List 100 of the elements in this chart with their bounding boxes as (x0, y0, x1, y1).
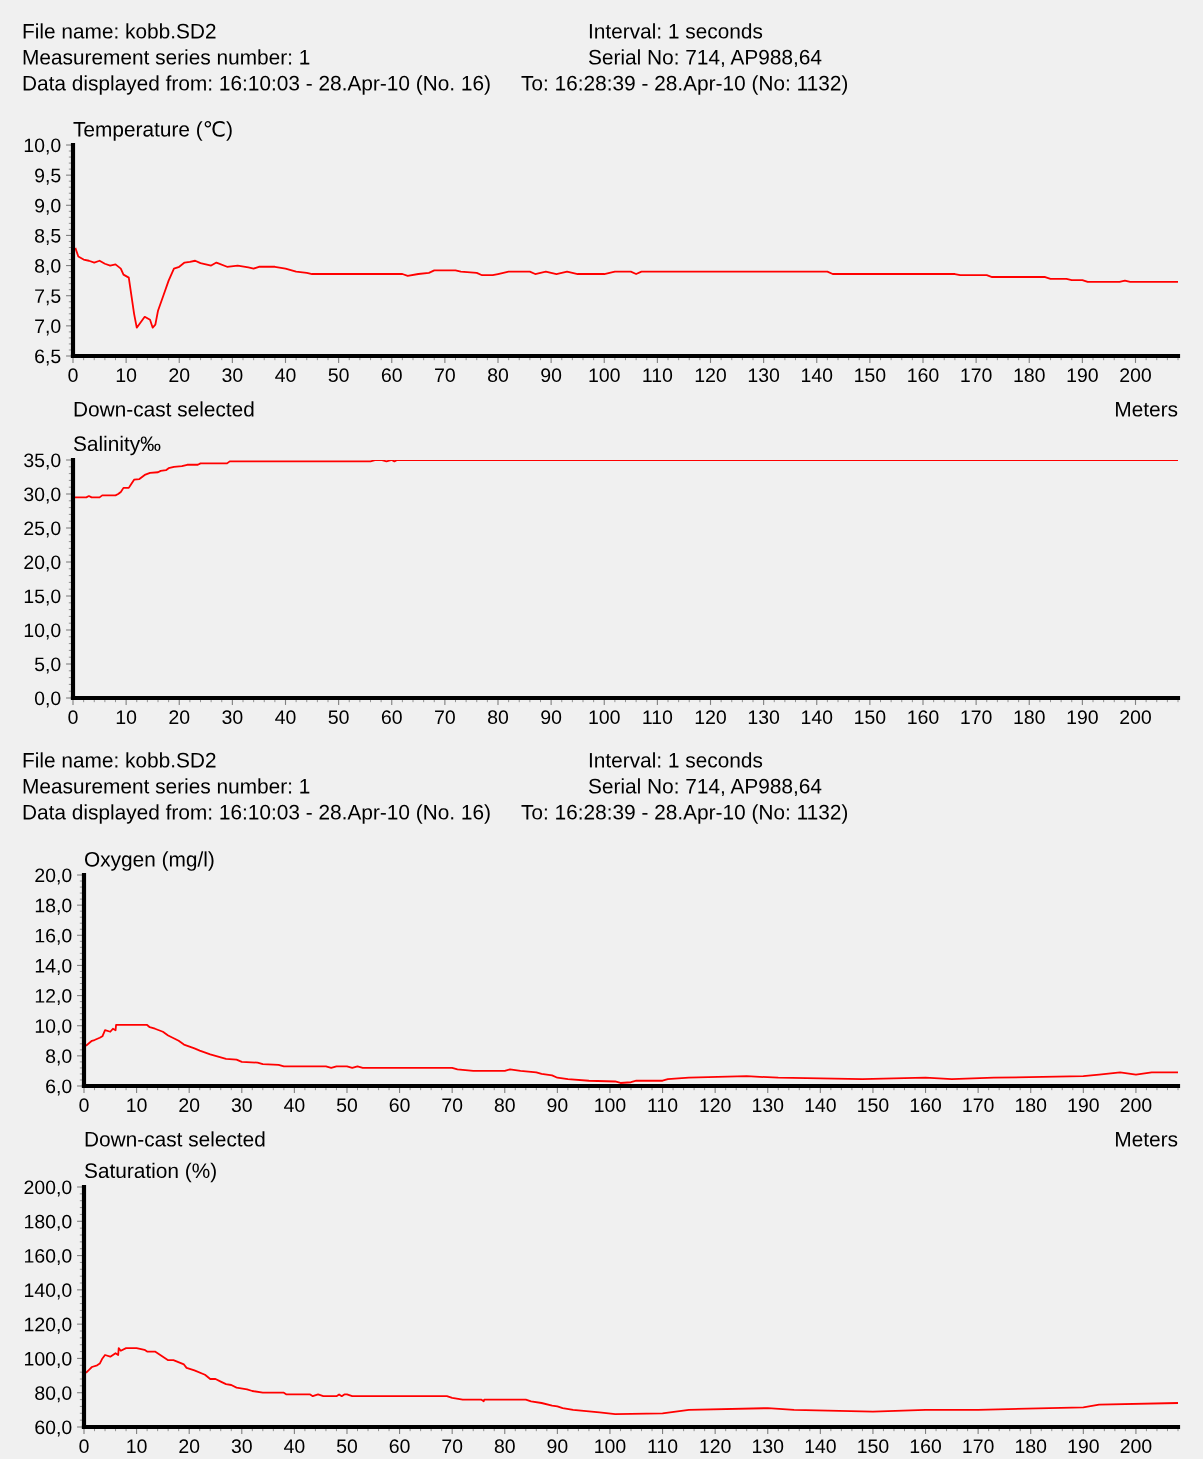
y-tick-label: 14,0 (35, 958, 72, 975)
x-tick-label: 110 (643, 710, 673, 725)
x-tick-label: 180 (1014, 710, 1045, 725)
x-tick-label: 170 (961, 368, 992, 383)
x-tick-label: 90 (547, 1439, 568, 1454)
x-tick-label: 120 (700, 1098, 731, 1113)
x-tick-label: 100 (595, 1098, 626, 1113)
y-tick-label: 8,5 (35, 228, 61, 245)
x-tick-label: 80 (488, 710, 509, 725)
x-tick-label: 50 (328, 368, 349, 383)
x-tick-label: 60 (381, 710, 402, 725)
x-tick-label: 110 (643, 368, 673, 383)
x-tick-label: 190 (1068, 1439, 1099, 1454)
y-tick-label: 9,0 (35, 198, 61, 215)
y-tick-label: 0,0 (34, 691, 61, 708)
x-tick-label: 110 (648, 1439, 678, 1454)
x-tick-label: 0 (68, 368, 78, 383)
y-tick-label: 10,0 (24, 623, 61, 640)
text: Serial No: 714, AP988,64 (588, 49, 822, 68)
y-tick-label: 5,0 (34, 657, 61, 674)
x-tick-label: 40 (275, 368, 296, 383)
y-tick-label: 200,0 (24, 1180, 72, 1197)
y-tick-label: 10,0 (24, 138, 61, 155)
x-tick-label: 170 (963, 1098, 994, 1113)
x-tick-label: 90 (541, 710, 562, 725)
x-tick-label: 160 (910, 1098, 941, 1113)
y-tick-label: 180,0 (25, 1214, 72, 1231)
y-tick-label: 10,0 (35, 1019, 72, 1036)
y-tick-label: 80,0 (35, 1386, 72, 1403)
y-tick-label: 160,0 (25, 1249, 72, 1266)
x-tick-label: 10 (127, 1098, 147, 1113)
x-tick-label: 160 (908, 710, 939, 725)
x-tick-label: 110 (648, 1098, 678, 1113)
x-tick-label: 200 (1120, 1439, 1152, 1454)
x-tick-label: 50 (336, 1098, 358, 1113)
x-tick-label: 150 (855, 710, 886, 725)
x-tick-label: 150 (858, 1098, 889, 1113)
x-tick-label: 100 (589, 368, 620, 383)
line-series (85, 1347, 1178, 1416)
y-tick-label: 8,0 (35, 259, 61, 276)
x-tick-label: 140 (805, 1098, 836, 1113)
x-tick-label: 30 (231, 1098, 252, 1113)
y-tick-label: 12,0 (35, 989, 72, 1006)
x-tick-label: 140 (805, 1439, 836, 1454)
x-tick-label: 70 (442, 1098, 463, 1113)
y-tick-label: 120,0 (25, 1317, 72, 1334)
text: File name: kobb.SD2 (23, 23, 216, 39)
x-tick-label: 70 (435, 368, 455, 383)
text: File name: kobb.SD2 (23, 752, 216, 768)
y-tick-label: 15,0 (24, 589, 61, 606)
x-tick-label: 60 (389, 1098, 410, 1113)
x-tick-label: 130 (753, 1439, 784, 1454)
line-series (85, 1024, 1178, 1084)
y-tick-label: 8,0 (46, 1049, 72, 1066)
y-tick-label: 6,5 (35, 349, 61, 366)
x-tick-label: 10 (127, 1439, 147, 1454)
y-tick-label: 7,5 (35, 289, 61, 306)
x-tick-label: 190 (1067, 368, 1098, 383)
text: Serial No: 714, AP988,64 (588, 778, 822, 797)
y-axis-title: Saturation (%) (84, 1162, 216, 1183)
x-tick-label: 130 (748, 710, 780, 725)
x-tick-label: 130 (748, 368, 780, 383)
x-tick-label: 50 (336, 1439, 358, 1454)
text: Interval: 1 seconds (589, 752, 763, 768)
x-tick-label: 100 (589, 710, 620, 725)
x-tick-label: 120 (700, 1439, 731, 1454)
x-tick-label: 80 (494, 1098, 515, 1113)
x-tick-label: 130 (753, 1098, 784, 1113)
y-tick-label: 60,0 (35, 1420, 72, 1437)
x-tick-label: 150 (858, 1439, 889, 1454)
y-axis-title: Temperature (℃) (73, 120, 232, 141)
y-tick-label: 20,0 (24, 555, 61, 572)
x-axis-title: Meters (1116, 1132, 1178, 1147)
x-tick-label: 160 (908, 368, 939, 383)
x-tick-label: 120 (695, 710, 726, 725)
text: Interval: 1 seconds (589, 23, 763, 39)
x-tick-label: 140 (802, 368, 833, 383)
x-tick-label: 90 (541, 368, 562, 383)
y-axis-title: Salinity‰ (73, 435, 161, 456)
text: Data displayed from: 16:10:03 - 28.Apr-10 (No. 16) (23, 75, 490, 95)
x-tick-label: 200 (1120, 1098, 1152, 1113)
y-tick-label: 6,0 (46, 1079, 72, 1096)
x-tick-label: 90 (547, 1098, 568, 1113)
y-tick-label: 9,5 (35, 168, 61, 185)
x-axis-title: Meters (1116, 402, 1178, 417)
x-tick-label: 180 (1015, 1098, 1047, 1113)
text: To: 16:28:39 - 28.Apr-10 (No: 1132) (521, 804, 848, 824)
x-tick-label: 180 (1014, 368, 1045, 383)
x-tick-label: 70 (435, 710, 455, 725)
x-tick-label: 200 (1120, 710, 1151, 725)
x-tick-label: 160 (910, 1439, 941, 1454)
x-tick-label: 170 (961, 710, 992, 725)
y-tick-label: 20,0 (35, 868, 72, 885)
x-tick-label: 40 (275, 710, 296, 725)
x-tick-label: 20 (169, 710, 190, 725)
x-tick-label: 80 (494, 1439, 515, 1454)
x-tick-label: 30 (222, 710, 243, 725)
text: Measurement series number: 1 (23, 49, 310, 65)
x-tick-label: 170 (963, 1439, 994, 1454)
x-tick-label: 0 (68, 710, 78, 725)
